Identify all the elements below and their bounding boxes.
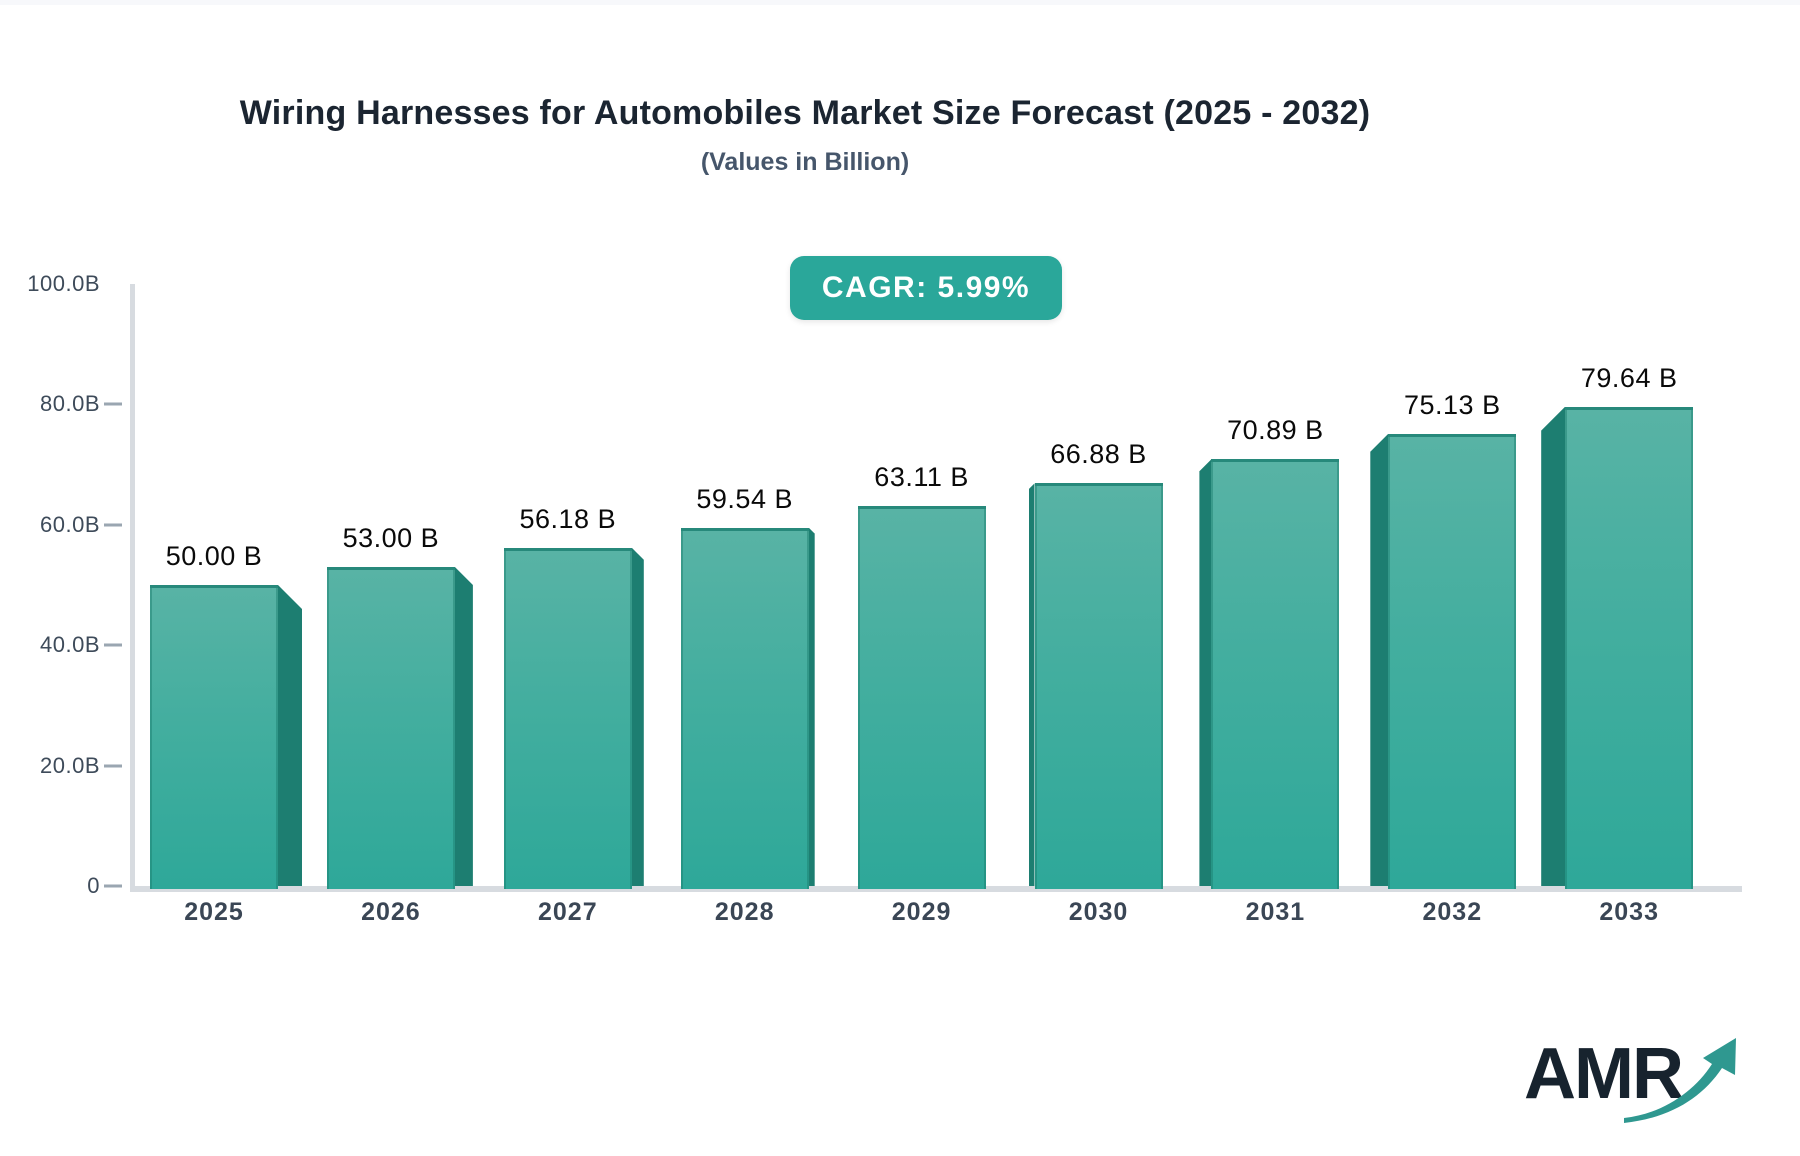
y-axis-line	[130, 284, 135, 888]
bar-value-label: 79.64 B	[1580, 362, 1678, 393]
y-tick-dash	[104, 523, 122, 527]
logo-arrow-icon	[1624, 1038, 1736, 1123]
bar	[1565, 406, 1694, 889]
bar-side-face	[1541, 406, 1566, 886]
y-tick-label: 100.0B	[27, 271, 100, 296]
bar-side-face	[1028, 483, 1035, 886]
bar	[857, 506, 986, 889]
bar-value-label: 63.11 B	[874, 462, 969, 493]
bar-value-label: 50.00 B	[165, 541, 263, 571]
x-axis-label: 2029	[891, 898, 952, 926]
bar-value-label: 66.88 B	[1050, 439, 1147, 470]
bar-value-label: 59.54 B	[696, 483, 793, 514]
bar	[1034, 483, 1163, 889]
amr-logo: AMR	[1524, 1034, 1736, 1123]
x-axis-label: 2032	[1422, 898, 1483, 926]
bar	[503, 547, 632, 889]
y-tick-dash	[104, 884, 122, 888]
y-tick-label: 80.0B	[40, 391, 100, 417]
y-tick-label: 40.0B	[40, 632, 100, 658]
bar-side-face	[1199, 459, 1212, 886]
bar	[150, 585, 278, 889]
x-axis-label: 2030	[1068, 898, 1129, 926]
x-axis-label: 2031	[1245, 898, 1306, 926]
bar-side-face	[631, 547, 644, 886]
bar	[1388, 433, 1517, 889]
bar-side-face	[278, 585, 302, 886]
bar	[680, 527, 809, 889]
top-strip	[0, 0, 1800, 5]
x-axis-label: 2026	[361, 898, 421, 926]
y-tick-label: 0	[87, 873, 100, 898]
y-tick-dash	[104, 402, 122, 406]
y-tick-dash	[104, 643, 122, 647]
y-tick-dash	[104, 764, 122, 768]
bar-value-label: 53.00 B	[342, 522, 440, 553]
chart-title: Wiring Harnesses for Automobiles Market …	[239, 94, 1371, 132]
bar-side-face	[1370, 433, 1389, 886]
x-axis-label: 2025	[184, 898, 244, 926]
bar-value-label: 56.18 B	[519, 503, 617, 534]
bar-value-label: 70.89 B	[1227, 415, 1324, 446]
bar	[1211, 459, 1340, 889]
cagr-badge: CAGR: 5.99%	[790, 256, 1062, 320]
x-axis-label: 2033	[1599, 898, 1659, 926]
logo-text: AMR	[1524, 1034, 1683, 1114]
x-axis-label: 2028	[714, 898, 775, 926]
bar-side-face	[454, 566, 473, 886]
chart-subtitle: (Values in Billion)	[700, 148, 910, 176]
bar	[326, 566, 455, 889]
x-axis-line	[130, 886, 1742, 892]
bar-value-label: 75.13 B	[1404, 389, 1501, 420]
x-axis-label: 2027	[537, 898, 598, 926]
y-tick-label: 20.0B	[40, 752, 100, 778]
bar-side-face	[808, 527, 815, 886]
y-tick-label: 60.0B	[40, 511, 100, 537]
